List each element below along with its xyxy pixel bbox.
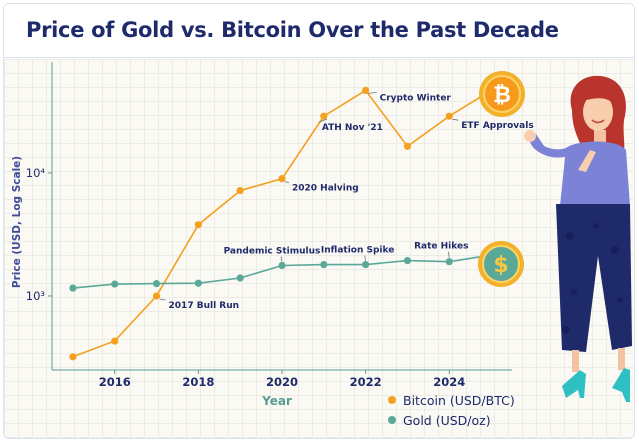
annotation-label: Rate Hikes bbox=[414, 242, 468, 252]
annotation-label: Inflation Spike bbox=[321, 246, 394, 256]
x-tick-label: 2020 bbox=[266, 375, 298, 389]
legend-gold-label: Gold (USD/oz) bbox=[403, 412, 491, 428]
gold-point bbox=[152, 280, 161, 288]
annotation-arrow bbox=[452, 118, 459, 121]
gold-point bbox=[445, 258, 453, 266]
gold-point bbox=[403, 256, 412, 265]
bitcoin-point bbox=[69, 353, 77, 361]
x-tick-label: 2018 bbox=[182, 375, 214, 389]
annotation-arrow bbox=[318, 118, 327, 123]
gold-point bbox=[236, 274, 244, 282]
legend: Bitcoin (USD/BTC) Gold (USD/oz) bbox=[388, 390, 515, 430]
x-axis-title: Year bbox=[261, 394, 292, 408]
y-tick-label: 10⁴ bbox=[26, 166, 46, 180]
title-band: Price of Gold vs. Bitcoin Over the Past … bbox=[4, 4, 634, 58]
y-axis-title: Price (USD, Log Scale) bbox=[11, 156, 23, 288]
gold-point bbox=[194, 279, 202, 287]
annotation-arrow bbox=[447, 251, 450, 258]
bitcoin-line bbox=[72, 89, 492, 358]
axes: 2016 2018 2020 2022 2024 10³ 10⁴ bbox=[26, 62, 512, 389]
gold-point bbox=[278, 261, 286, 270]
annotation-arrow bbox=[280, 256, 283, 262]
chart-title: Price of Gold vs. Bitcoin Over the Past … bbox=[26, 18, 559, 42]
annotation-arrow bbox=[159, 298, 166, 301]
bitcoin-point bbox=[111, 337, 119, 345]
bitcoin-point bbox=[152, 292, 161, 300]
bitcoin-point bbox=[278, 175, 286, 183]
annotation-label: ATH Nov '21 bbox=[322, 123, 383, 133]
annotation-label: Crypto Winter bbox=[380, 93, 452, 103]
bitcoin-point bbox=[362, 86, 370, 94]
chart-frame: Price of Gold vs. Bitcoin Over the Past … bbox=[3, 3, 635, 439]
series-lines bbox=[72, 89, 492, 358]
gold-point bbox=[320, 260, 328, 269]
y-tick-label: 10³ bbox=[26, 289, 46, 303]
legend-bitcoin-marker bbox=[388, 396, 396, 404]
annotations: 2017 Bull Run 2020 Halving ATH Nov '21 Cryp… bbox=[159, 92, 534, 311]
woman-illustration bbox=[524, 75, 632, 402]
bitcoin-point bbox=[445, 112, 453, 120]
bitcoin-symbol: ₿ bbox=[493, 83, 511, 108]
bitcoin-point bbox=[403, 142, 412, 150]
annotation-arrow bbox=[284, 181, 290, 184]
gold-point bbox=[362, 260, 370, 269]
x-tick-label: 2022 bbox=[350, 375, 382, 389]
annotation-label: 2017 Bull Run bbox=[169, 301, 240, 311]
bitcoin-coin-icon: ₿ bbox=[479, 71, 525, 117]
legend-gold-marker bbox=[388, 416, 396, 424]
x-tick-label: 2016 bbox=[99, 375, 131, 389]
legend-item-gold: Gold (USD/oz) bbox=[388, 410, 515, 430]
gold-point bbox=[69, 284, 77, 292]
annotation-label: 2020 Halving bbox=[292, 184, 359, 194]
annotation-label: Pandemic Stimulus bbox=[224, 246, 321, 256]
gold-point bbox=[111, 280, 119, 288]
annotation-label: ETF Approvals bbox=[461, 121, 533, 131]
dollar-symbol: $ bbox=[493, 253, 508, 278]
bitcoin-point bbox=[236, 186, 244, 195]
x-tick-label: 2024 bbox=[433, 375, 465, 389]
bitcoin-point bbox=[320, 112, 328, 120]
bitcoin-point bbox=[194, 221, 202, 229]
series-points bbox=[69, 86, 495, 361]
annotation-arrow bbox=[368, 92, 377, 94]
dollar-coin-icon: $ bbox=[478, 241, 524, 287]
legend-item-bitcoin: Bitcoin (USD/BTC) bbox=[388, 390, 515, 410]
legend-bitcoin-label: Bitcoin (USD/BTC) bbox=[403, 392, 515, 408]
annotation-arrow bbox=[364, 255, 367, 261]
